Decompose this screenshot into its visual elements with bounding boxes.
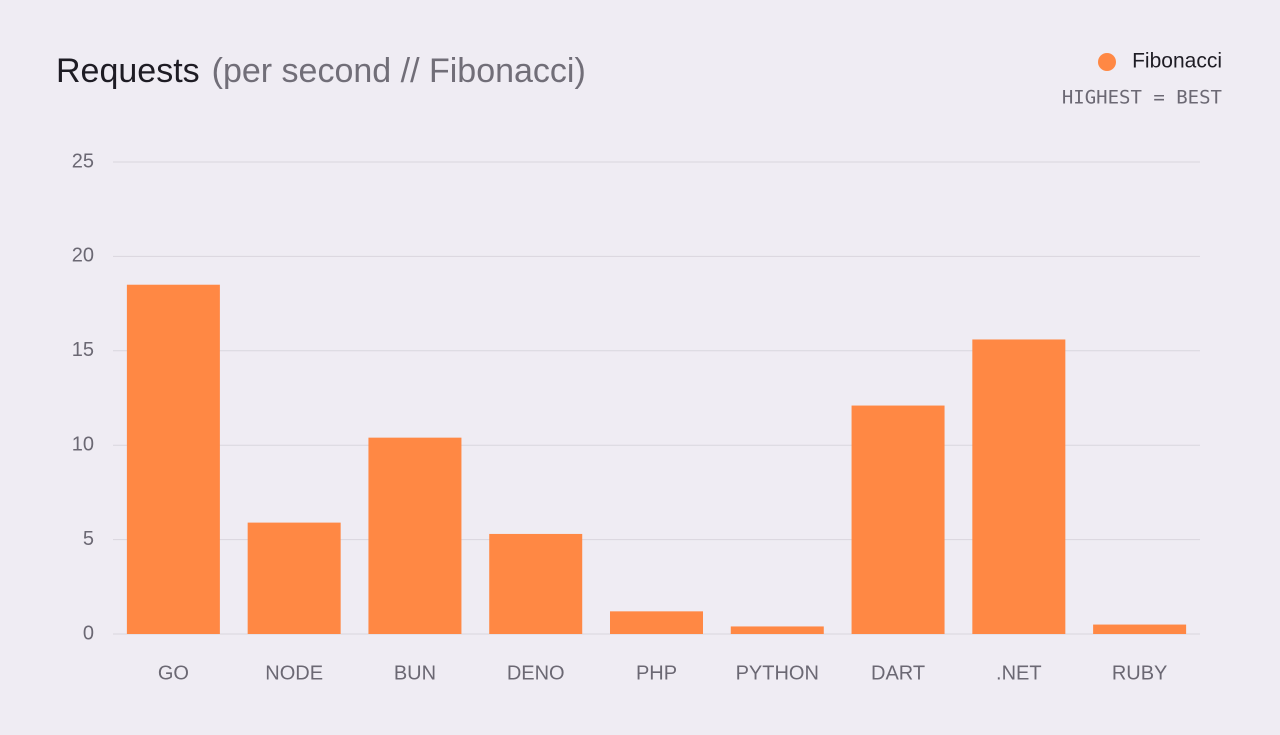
legend-label: Fibonacci xyxy=(1132,50,1222,73)
bar xyxy=(1093,624,1187,634)
chart-title-group: Requests (per second // Fibonacci) xyxy=(56,52,586,90)
y-tick-label: 5 xyxy=(83,528,94,550)
x-tick-label: PYTHON xyxy=(736,662,819,684)
y-tick-label: 15 xyxy=(72,339,94,361)
bar xyxy=(851,405,945,634)
note: HIGHEST = BEST xyxy=(1062,87,1222,109)
bar xyxy=(126,284,220,634)
chart-title: Requests xyxy=(56,52,200,90)
bar xyxy=(489,533,583,634)
y-tick-label: 0 xyxy=(83,622,94,644)
x-tick-label: DENO xyxy=(507,662,565,684)
x-tick-label: RUBY xyxy=(1112,662,1168,684)
chart-subtitle: (per second // Fibonacci) xyxy=(212,52,586,90)
x-tick-label: GO xyxy=(158,662,189,684)
y-tick-label: 10 xyxy=(72,433,94,455)
x-tick-label: PHP xyxy=(636,662,677,684)
bar xyxy=(247,522,341,634)
bar xyxy=(972,339,1066,634)
x-tick-label: NODE xyxy=(265,662,323,684)
x-tick-label: DART xyxy=(871,662,925,684)
bar xyxy=(730,626,824,634)
legend-swatch xyxy=(1098,53,1116,71)
x-tick-label: .NET xyxy=(996,662,1042,684)
x-tick-label: BUN xyxy=(394,662,436,684)
bar xyxy=(610,611,703,634)
y-tick-label: 20 xyxy=(72,245,94,267)
bar xyxy=(368,437,462,634)
y-tick-label: 25 xyxy=(72,150,94,172)
